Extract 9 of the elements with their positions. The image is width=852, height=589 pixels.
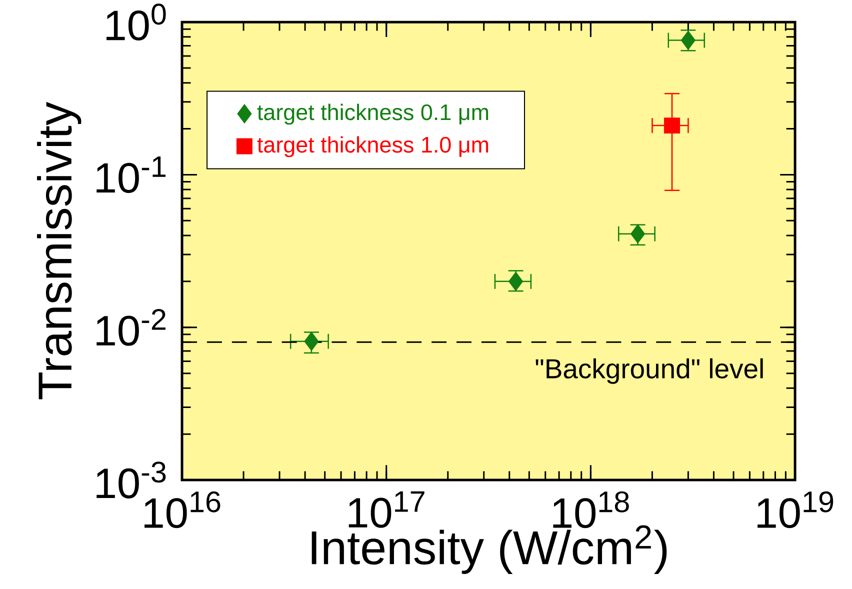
y-tick-label: 10$^{-2}$ (96, 308, 166, 346)
y-tick-label: 10$^{0}$ (106, 4, 166, 40)
y-tick-label: 10$^{-1}$ (96, 156, 166, 193)
legend-label: target thickness 0.1 μm (257, 104, 488, 125)
legend-label: target thickness 1.0 μm (257, 136, 488, 158)
x-tick-label: 10$^{18}$ (553, 491, 629, 528)
ref-line-label: "Background" level (536, 358, 763, 384)
x-tick-label: 10$^{19}$ (758, 491, 834, 528)
y-axis-title: Transmissivity (37, 102, 82, 400)
